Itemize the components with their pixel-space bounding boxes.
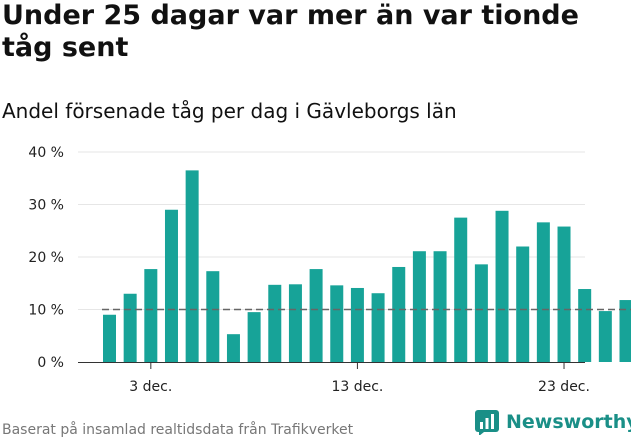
- bar: [371, 293, 385, 362]
- bar: [536, 222, 550, 362]
- bars: [103, 170, 631, 362]
- newsworthy-logo-icon: [475, 410, 499, 435]
- source-note: Baserat på insamlad realtidsdata från Tr…: [2, 422, 354, 438]
- y-tick-label: 30 %: [28, 198, 64, 214]
- bar: [268, 284, 282, 362]
- bar: [226, 334, 240, 362]
- bar: [433, 251, 447, 362]
- bar: [206, 271, 220, 362]
- bar: [392, 266, 406, 362]
- bar: [103, 314, 116, 362]
- chart-title: Under 25 dagar var mer än var tionde tåg…: [2, 0, 579, 63]
- chart-subtitle: Andel försenade tåg per dag i Gävleborgs…: [2, 99, 457, 123]
- x-tick-label: 23 dec.: [538, 379, 590, 395]
- y-tick-label: 40 %: [28, 145, 64, 161]
- bar: [578, 289, 592, 362]
- bar: [123, 293, 137, 362]
- newsworthy-logo[interactable]: Newsworthy: [474, 408, 631, 436]
- x-tick-label: 3 dec.: [129, 379, 172, 395]
- bar: [330, 285, 344, 362]
- bar: [247, 312, 261, 362]
- bar: [350, 287, 364, 362]
- x-axis-tick-labels: 3 dec.13 dec.23 dec.2 jan.: [129, 379, 590, 395]
- x-tick-label: 13 dec.: [331, 379, 383, 395]
- bar: [144, 269, 158, 362]
- bar: [495, 210, 509, 362]
- bar: [619, 300, 631, 362]
- newsworthy-logo-text: Newsworthy: [506, 411, 631, 433]
- y-tick-label: 0 %: [37, 355, 64, 371]
- bar: [185, 170, 199, 362]
- bar: [598, 311, 612, 362]
- bar: [164, 209, 178, 362]
- x-axis: [78, 362, 585, 369]
- bar: [557, 226, 571, 362]
- y-axis-tick-labels: 0 % 10 % 20 % 30 % 40 %: [28, 145, 64, 371]
- bar: [412, 251, 426, 362]
- bar: [516, 246, 530, 362]
- y-tick-label: 20 %: [28, 250, 64, 266]
- bar: [454, 217, 468, 362]
- bar: [288, 284, 302, 362]
- y-tick-label: 10 %: [28, 303, 64, 319]
- bar: [309, 269, 323, 362]
- bar: [474, 264, 488, 362]
